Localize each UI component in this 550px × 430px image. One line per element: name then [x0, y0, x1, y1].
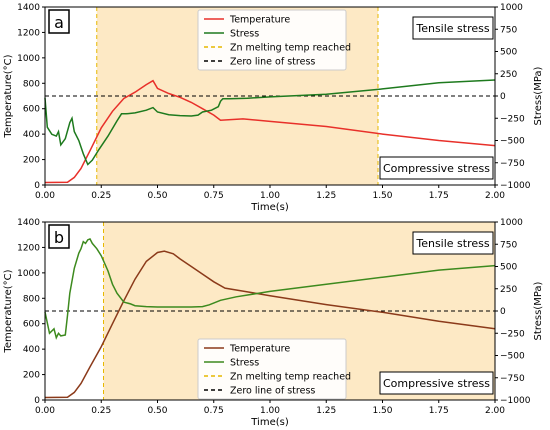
- y-left-tick-label: 800: [23, 294, 40, 304]
- x-tick-label: 1.50: [372, 406, 392, 416]
- panel-label: b: [54, 228, 64, 247]
- y-right-axis-label: Stress(MPa): [533, 281, 544, 340]
- panel-label-box: [48, 9, 70, 34]
- y-right-tick-label: 0: [500, 92, 506, 102]
- legend-entry: Zn melting temp reached: [230, 43, 351, 54]
- x-tick-label: 2.00: [485, 406, 505, 416]
- x-tick-label: 1.75: [429, 191, 449, 201]
- annotation-box-top: [412, 16, 494, 40]
- legend-entry: Stress: [230, 29, 259, 40]
- x-tick-label: 0.75: [204, 406, 224, 416]
- y-right-axis-label: Stress(MPa): [533, 66, 544, 125]
- legend-entry: Zn melting temp reached: [230, 372, 351, 383]
- y-right-tick-label: 750: [500, 240, 517, 250]
- tensile-stress-annotation: Tensile stress: [415, 22, 490, 35]
- y-right-tick-label: −1000: [500, 181, 531, 191]
- x-tick-label: 0.00: [35, 191, 55, 201]
- y-right-tick-label: −500: [500, 352, 525, 362]
- x-tick-label: 1.50: [372, 191, 392, 201]
- compressive-stress-annotation: Compressive stress: [383, 162, 490, 175]
- legend-entry: Temperature: [229, 15, 290, 26]
- y-left-tick-label: 600: [23, 105, 40, 115]
- x-tick-label: 0.75: [204, 191, 224, 201]
- x-axis-label: Time(s): [250, 202, 289, 213]
- y-left-tick-label: 400: [23, 130, 40, 140]
- x-tick-label: 1.00: [260, 406, 280, 416]
- panel-a: 0.00 0.25 0.50 0.75 1.00 1.25 1.50 1.75 2.00 0 200…: [3, 3, 544, 213]
- x-tick-label: 1.25: [316, 191, 336, 201]
- y-left-axis-label: Temperature(°C): [3, 269, 14, 353]
- series-temperature-line: [44, 79, 496, 184]
- x-tick-label: 0.25: [91, 191, 111, 201]
- panel-label-box: [48, 224, 70, 249]
- panel-label: a: [54, 13, 64, 32]
- legend-box: [197, 338, 347, 400]
- x-tick-label: 0.50: [147, 406, 167, 416]
- series-stress-line: [44, 237, 496, 340]
- annotation-box-bottom: [379, 371, 494, 395]
- y-right-tick-label: 1000: [500, 218, 523, 228]
- y-right-tick-label: −750: [500, 374, 525, 384]
- y-left-axis-label: Temperature(°C): [3, 54, 14, 138]
- annotation-box-top: [412, 231, 494, 255]
- y-left-tick-label: 1400: [17, 218, 40, 228]
- y-right-tick-label: −1000: [500, 396, 531, 406]
- y-right-tick-label: −250: [500, 329, 525, 339]
- y-left-tick-label: 800: [23, 79, 40, 89]
- legend-entry: Temperature: [229, 344, 290, 355]
- x-tick-label: 1.75: [429, 406, 449, 416]
- series-stress-line: [44, 79, 496, 166]
- series-temperature-line: [44, 250, 496, 399]
- panel-b: 0.00 0.25 0.50 0.75 1.00 1.25 1.50 1.75 2.00 0 200…: [3, 218, 544, 428]
- y-right-tick-label: 500: [500, 263, 517, 273]
- annotation-box-bottom: [379, 156, 494, 180]
- compressive-stress-annotation: Compressive stress: [383, 377, 490, 390]
- y-right-tick-label: −250: [500, 114, 525, 124]
- legend-entry: Zero line of stress: [230, 386, 315, 397]
- y-left-tick-label: 0: [34, 396, 40, 406]
- y-right-tick-label: −750: [500, 159, 525, 169]
- x-tick-label: 0.25: [91, 406, 111, 416]
- tensile-stress-annotation: Tensile stress: [415, 237, 490, 250]
- legend-entry: Stress: [230, 358, 259, 369]
- y-right-tick-label: 750: [500, 25, 517, 35]
- x-tick-label: 1.25: [316, 406, 336, 416]
- y-left-tick-label: 400: [23, 345, 40, 355]
- y-left-tick-label: 1400: [17, 3, 40, 13]
- y-left-tick-label: 200: [23, 371, 40, 381]
- x-tick-label: 0.00: [35, 406, 55, 416]
- y-right-tick-label: 250: [500, 285, 517, 295]
- x-tick-label: 0.50: [147, 191, 167, 201]
- x-axis-label: Time(s): [250, 417, 289, 428]
- y-right-tick-label: 0: [500, 307, 506, 317]
- y-left-tick-label: 1200: [17, 243, 40, 253]
- y-left-tick-label: 200: [23, 156, 40, 166]
- y-right-tick-label: 500: [500, 48, 517, 58]
- y-right-tick-label: 1000: [500, 3, 523, 13]
- y-left-tick-label: 600: [23, 320, 40, 330]
- legend-entry: Zero line of stress: [230, 57, 315, 68]
- y-left-tick-label: 1000: [17, 54, 40, 64]
- y-right-tick-label: 250: [500, 70, 517, 80]
- x-tick-label: 2.00: [485, 191, 505, 201]
- y-left-tick-label: 1000: [17, 269, 40, 279]
- y-left-tick-label: 0: [34, 181, 40, 191]
- legend-box: [197, 9, 347, 71]
- y-right-tick-label: −500: [500, 137, 525, 147]
- y-left-tick-label: 1200: [17, 28, 40, 38]
- x-tick-label: 1.00: [260, 191, 280, 201]
